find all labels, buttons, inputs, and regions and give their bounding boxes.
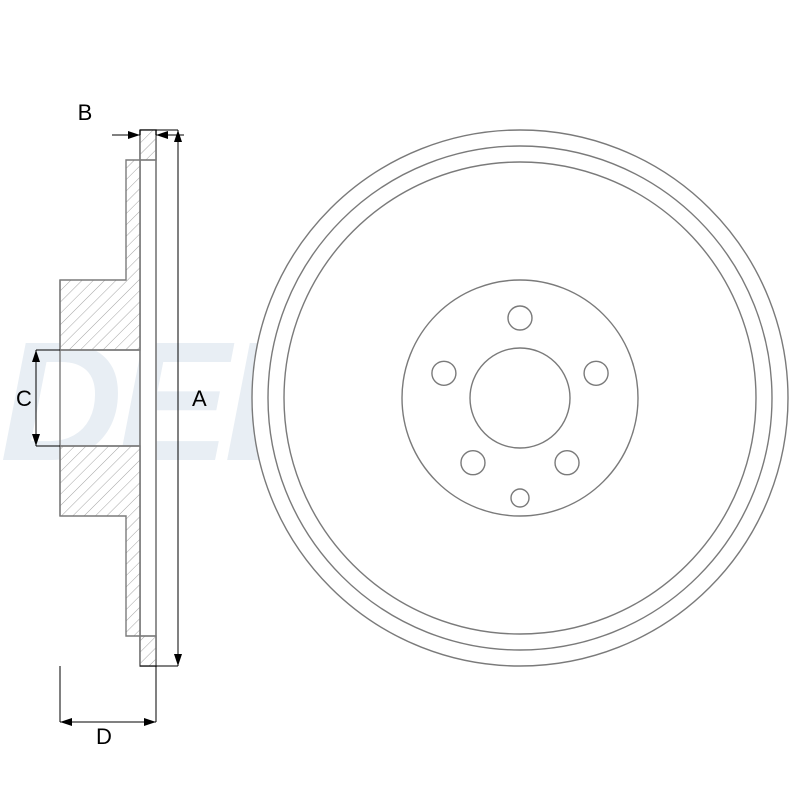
front-view: [252, 130, 788, 666]
dim-label-A: A: [192, 386, 207, 411]
dim-label-D: D: [96, 724, 112, 749]
dim-label-B: B: [78, 100, 93, 125]
dim-label-C: C: [16, 386, 32, 411]
brake-disc-diagram: DELPHIACBD: [0, 0, 800, 800]
